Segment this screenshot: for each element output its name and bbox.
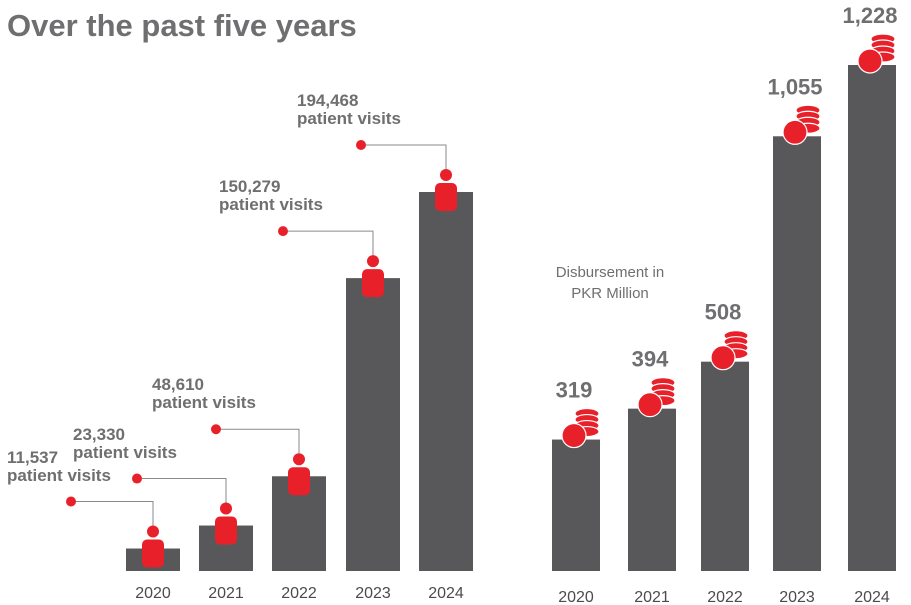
visits-annotation-2023: 150,279 patient visits	[219, 178, 323, 214]
disbursement-note-line-2: PKR Million	[571, 285, 649, 302]
person-icon	[215, 502, 237, 545]
disbursement-value-label: 394	[632, 347, 669, 372]
visits-value-label: 194,468	[297, 91, 359, 110]
leader-dot	[66, 496, 76, 507]
disbursement-bar-2021	[628, 408, 676, 571]
leader-line	[361, 144, 447, 169]
visits-unit-label: patient visits	[297, 109, 401, 128]
disbursement-note-line-1: Disbursement in	[555, 264, 665, 281]
visits-value-label: 48,610	[152, 375, 204, 395]
disbursement-bar-2023	[773, 136, 821, 571]
visits-annotation-2022: 48,610 patient visits	[152, 376, 256, 412]
disbursement-value-label: 1,055	[767, 74, 822, 99]
disbursement-bar-2024	[848, 65, 896, 571]
visits-unit-label: patient visits	[73, 442, 177, 462]
coin-stack-icon	[782, 104, 821, 145]
disbursement-value-label: 1,228	[842, 3, 897, 28]
disbursement-bar-2020	[552, 439, 600, 571]
patient-visits-chart: 2020 2021 2022 2023 2024	[66, 140, 473, 602]
disbursement-bar-2022	[701, 361, 749, 571]
visits-bar-2023	[346, 278, 400, 571]
x-tick-label: 2023	[779, 589, 815, 605]
x-tick-label: 2024	[428, 585, 464, 602]
leader-dot	[132, 473, 142, 484]
x-tick-label: 2021	[208, 585, 244, 602]
person-icon	[142, 525, 164, 568]
disbursement-value-label: 319	[556, 378, 593, 403]
visits-annotation-2020: 11,537 patient visits	[7, 447, 111, 485]
visits-value-label: 11,537	[7, 447, 59, 467]
x-tick-label: 2022	[707, 589, 743, 605]
person-icon	[362, 255, 384, 298]
visits-value-label: 150,279	[219, 177, 281, 197]
x-tick-label: 2022	[281, 585, 317, 602]
leader-dot	[278, 226, 288, 237]
visits-value-label: 23,330	[73, 424, 125, 444]
x-tick-label: 2020	[558, 589, 594, 605]
visits-unit-label: patient visits	[219, 195, 323, 215]
visits-unit-label: patient visits	[7, 465, 111, 485]
visits-unit-label: patient visits	[152, 393, 256, 413]
x-tick-label: 2023	[355, 585, 391, 602]
disbursement-note: Disbursement in PKR Million	[520, 262, 700, 304]
coin-stack-icon	[710, 330, 749, 371]
person-icon	[288, 453, 310, 496]
x-tick-label: 2021	[634, 589, 670, 605]
visits-bar-2024	[419, 192, 473, 571]
leader-line	[71, 501, 154, 526]
visits-annotation-2021: 23,330 patient visits	[73, 424, 177, 462]
disbursement-value-label: 508	[705, 300, 742, 325]
coin-stack-icon	[637, 377, 676, 418]
x-tick-label: 2024	[854, 589, 890, 605]
leader-line	[283, 230, 374, 256]
coin-stack-icon	[857, 33, 896, 74]
disbursement-chart: 319 2020 394 2021 508 2022 1,055 2023 1,228 2024	[552, 3, 898, 605]
person-icon	[435, 169, 457, 211]
leader-line	[137, 478, 227, 503]
leader-line	[216, 428, 300, 454]
leader-dot	[211, 424, 221, 435]
leader-dot	[356, 140, 366, 150]
x-tick-label: 2020	[135, 585, 171, 602]
page-title: Over the past five years	[7, 8, 357, 43]
coin-stack-icon	[561, 407, 600, 449]
visits-annotation-2024: 194,468 patient visits	[297, 92, 401, 128]
